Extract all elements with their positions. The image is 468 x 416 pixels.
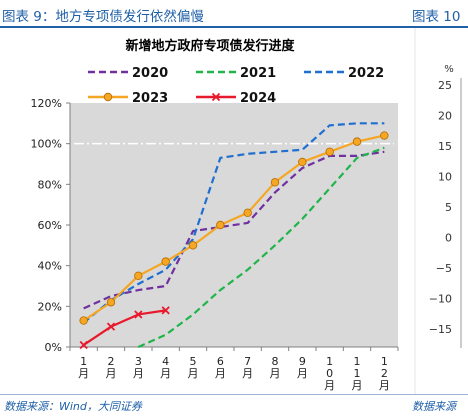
- legend-2024: 2024: [196, 91, 276, 106]
- series-2023-point: [106, 298, 116, 307]
- series-2022-line: [82, 122, 385, 324]
- right-y-tick-label: 25: [438, 79, 452, 92]
- left-figure-caption: 图表 9：地方专项债发行依然偏慢: [2, 9, 204, 25]
- series-2023-point: [298, 157, 307, 167]
- legend-2021: 2021: [196, 66, 276, 81]
- series-2023-point: [134, 271, 143, 281]
- legend-2023-marker: [103, 92, 113, 102]
- series-2023-point: [352, 137, 362, 146]
- right-source-note: 数据来源: [412, 400, 456, 413]
- right-figure-caption: 图表 10: [412, 9, 461, 25]
- special-bond-progress-chart: 新增地方政府专项债发行进度 2020 2021 2022 2023 2024 0% 20%…: [31, 28, 468, 394]
- legend-2021-label: 2021: [240, 66, 276, 81]
- series-2023-point: [79, 316, 88, 325]
- legend-2023: 2023: [88, 91, 168, 106]
- legend-2020: 2020: [88, 66, 168, 81]
- right-y-tick-label: 5: [445, 201, 452, 214]
- series-2023-point: [188, 241, 198, 250]
- legend-2023-label: 2023: [132, 91, 168, 106]
- right-y-tick-label: 15: [438, 140, 452, 153]
- y-tick-label: 60%: [38, 219, 62, 232]
- series-2020-line: [83, 150, 385, 310]
- y-tick-label: 100%: [31, 138, 62, 151]
- right-y-tick-label: 10: [438, 171, 452, 184]
- right-y-tick-label: 0: [445, 232, 452, 245]
- series-2024-line: [83, 309, 166, 346]
- right-y-tick-label: −15: [429, 323, 452, 336]
- legend-2022: 2022: [304, 66, 384, 81]
- y-tick-label: 40%: [38, 260, 62, 273]
- series-2023-point: [270, 178, 280, 187]
- series-2023-point: [216, 220, 225, 230]
- right-y-tick-label: −10: [429, 293, 452, 306]
- y-tick-label: 120%: [31, 97, 62, 110]
- right-panel-background: [415, 28, 468, 394]
- footer-divider: [0, 394, 468, 395]
- series-2023-point: [243, 208, 252, 217]
- series-2024-point: [106, 322, 116, 331]
- y-tick-label: 0%: [45, 341, 62, 354]
- legend-2024-label: 2024: [240, 91, 276, 106]
- series-2024-point: [79, 340, 88, 350]
- chart-title: 新增地方政府专项债发行进度: [125, 38, 295, 54]
- right-y-unit: %: [444, 64, 454, 75]
- series-2023-point: [325, 147, 334, 156]
- right-chart-axis: % 25 20 15 10 5 0 −5 −10 −15: [429, 64, 462, 348]
- left-source-note: 数据来源：Wind，大同证券: [4, 400, 142, 413]
- legend-2022-label: 2022: [348, 66, 384, 81]
- y-tick-label: 80%: [38, 178, 62, 191]
- series-2023-line: [83, 134, 385, 322]
- right-y-tick-label: 20: [438, 110, 452, 123]
- series-2021-line: [137, 146, 385, 349]
- series-2023-point: [380, 131, 389, 140]
- plot-area: 0% 20% 40% 60% 80% 100% 120% 1 月 2 月 3 月 4 月 5 月 6 月 7 月 8 月 9 月…: [31, 97, 399, 392]
- legend: 2020 2021 2022 2023 2024: [88, 66, 384, 106]
- series-2024-point: [161, 306, 170, 315]
- right-y-tick-label: −5: [436, 262, 452, 275]
- series-2024-point: [134, 310, 143, 319]
- figure-caption-bar: 图表 9：地方专项债发行依然偏慢 图表 10: [0, 0, 468, 28]
- legend-2020-label: 2020: [132, 66, 168, 81]
- y-tick-label: 20%: [38, 300, 62, 313]
- series-2023-point: [161, 257, 170, 266]
- legend-2024-marker: [211, 92, 221, 102]
